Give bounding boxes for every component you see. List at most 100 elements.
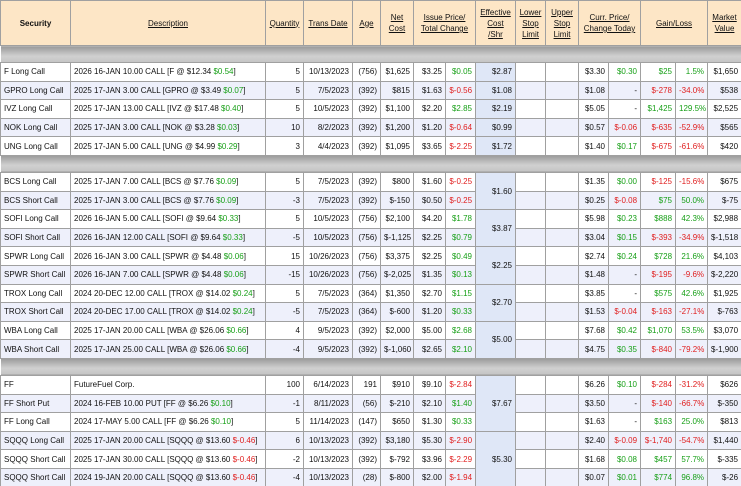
- gain-pct-cell: -54.7%: [675, 430, 709, 451]
- empty-cell: [545, 302, 580, 322]
- empty-cell: [515, 171, 547, 192]
- empty-cell: [545, 339, 580, 359]
- column-header[interactable]: Effective Cost /Shr: [475, 0, 517, 46]
- market-value-cell: $1,440: [707, 430, 741, 451]
- curr-price-cell: $2.74: [578, 246, 610, 266]
- gain-cell: $-1,740: [640, 430, 677, 451]
- security-cell: BCS Short Call: [0, 190, 71, 211]
- date-cell: 10/5/2023: [303, 227, 353, 248]
- column-header: Security: [0, 0, 71, 46]
- position-row: SQQQ Short Call 2025 17-JAN 30.00 CALL [S…: [0, 449, 741, 469]
- description-cell: 2025 17-JAN 25.00 CALL [WBA @ $26.06 $0.…: [70, 339, 266, 359]
- column-header[interactable]: Net Cost: [380, 0, 414, 46]
- position-row: FF FutureFuel Corp. 100 6/14/2023 191 $910 $9.…: [0, 374, 741, 432]
- net-cost-cell: $800: [380, 171, 414, 192]
- total-change-cell: $0.05: [444, 62, 477, 82]
- change-today-cell: $-0.04: [608, 302, 642, 322]
- description-cell: 2025 17-JAN 20.00 CALL [WBA @ $26.06 $0.…: [70, 320, 266, 341]
- age-cell: (147): [352, 412, 381, 432]
- empty-cell: [545, 412, 580, 432]
- date-cell: 10/13/2023: [303, 467, 353, 486]
- empty-cell: [515, 320, 547, 341]
- column-header[interactable]: Gain/Loss: [640, 0, 709, 46]
- gain-cell: $-125: [640, 171, 677, 192]
- gain-pct-cell: 42.6%: [675, 283, 709, 304]
- description-cell: 2025 17-JAN 7.00 CALL [BCS @ $7.76 $0.09…: [70, 171, 266, 192]
- curr-price-cell: $0.57: [578, 117, 610, 138]
- age-cell: (756): [352, 227, 381, 248]
- gain-pct-cell: 21.6%: [675, 246, 709, 266]
- position-row: BCS Short Call 2025 17-JAN 3.00 CALL [BCS…: [0, 190, 741, 211]
- position-row: SOFI Short Call 2026 16-JAN 12.00 CALL [S…: [0, 227, 741, 248]
- empty-cell: [515, 393, 547, 414]
- description-cell: 2025 17-JAN 5.00 CALL [UNG @ $4.99 $0.29…: [70, 136, 266, 156]
- table-body: F Long Call 2026 16-JAN 10.00 CALL [F @ $…: [0, 45, 741, 486]
- quantity-cell: 5: [265, 62, 304, 82]
- date-cell: 7/5/2023: [303, 302, 353, 322]
- change-today-cell: -: [608, 412, 642, 432]
- quantity-cell: 3: [265, 136, 304, 156]
- gain-pct-cell: -34.0%: [675, 80, 709, 101]
- market-value-cell: $1,925: [707, 283, 741, 304]
- gain-cell: $1,425: [640, 99, 677, 119]
- gain-cell: $75: [640, 190, 677, 211]
- position-row: WBA Long Call 2025 17-JAN 20.00 CALL [WBA…: [0, 320, 741, 359]
- market-value-cell: $-26: [707, 467, 741, 486]
- column-header[interactable]: Lower Stop Limit: [515, 0, 547, 46]
- change-today-cell: $0.30: [608, 62, 642, 82]
- empty-cell: [545, 136, 580, 156]
- issue-price-cell: $2.70: [413, 283, 446, 304]
- curr-price-cell: $3.50: [578, 393, 610, 414]
- curr-price-cell: $5.98: [578, 209, 610, 229]
- gain-pct-cell: 57.7%: [675, 449, 709, 469]
- market-value-cell: $-1,900: [707, 339, 741, 359]
- quantity-cell: 6: [265, 430, 304, 451]
- curr-price-cell: $1.08: [578, 80, 610, 101]
- total-change-cell: $1.78: [444, 209, 477, 229]
- net-cost-cell: $-600: [380, 302, 414, 322]
- change-today-cell: $0.42: [608, 320, 642, 341]
- issue-price-cell: $1.35: [413, 264, 446, 285]
- issue-price-cell: $2.00: [413, 467, 446, 486]
- header-row: Security Description Quantity Trans Date Age…: [0, 0, 741, 46]
- empty-cell: [545, 393, 580, 414]
- market-value-cell: $813: [707, 412, 741, 432]
- empty-cell: [515, 374, 547, 395]
- column-header[interactable]: Description: [70, 0, 266, 46]
- quantity-cell: 5: [265, 171, 304, 192]
- position-row: SQQQ Short Call 2024 19-JAN 20.00 CALL [S…: [0, 467, 741, 486]
- gain-cell: $25: [640, 62, 677, 82]
- column-header[interactable]: Issue Price/ Total Change: [412, 0, 477, 46]
- net-cost-cell: $1,350: [380, 283, 414, 304]
- column-header[interactable]: Age: [352, 0, 381, 46]
- date-cell: 10/5/2023: [303, 209, 353, 229]
- column-header[interactable]: Curr. Price/ Change Today: [578, 0, 642, 46]
- quantity-cell: 5: [265, 209, 304, 229]
- issue-price-cell: $3.96: [413, 449, 446, 469]
- quantity-cell: -15: [265, 264, 304, 285]
- date-cell: 10/26/2023: [303, 246, 353, 266]
- position-row: TROX Short Call 2024 20-DEC 17.00 CALL [T…: [0, 302, 741, 322]
- empty-cell: [515, 246, 547, 266]
- gain-pct-cell: 1.5%: [675, 62, 709, 82]
- gain-cell: $163: [640, 412, 677, 432]
- empty-cell: [515, 190, 547, 211]
- date-cell: 10/13/2023: [303, 430, 353, 451]
- market-value-cell: $2,525: [707, 99, 741, 119]
- column-header[interactable]: Market Value: [707, 0, 741, 46]
- empty-cell: [545, 264, 580, 285]
- age-cell: (28): [352, 467, 381, 486]
- empty-cell: [545, 320, 580, 341]
- curr-price-cell: $1.53: [578, 302, 610, 322]
- curr-price-cell: $1.68: [578, 449, 610, 469]
- change-today-cell: -: [608, 283, 642, 304]
- column-header[interactable]: Quantity: [265, 0, 304, 46]
- total-change-cell: $2.68: [444, 320, 477, 341]
- column-header[interactable]: Upper Stop Limit: [545, 0, 580, 46]
- position-row: FF Short Put 2024 16-FEB 10.00 PUT [FF @ …: [0, 393, 741, 414]
- change-today-cell: $-0.09: [608, 430, 642, 451]
- column-header[interactable]: Trans Date: [303, 0, 353, 46]
- issue-price-cell: $4.20: [413, 209, 446, 229]
- issue-price-cell: $3.25: [413, 62, 446, 82]
